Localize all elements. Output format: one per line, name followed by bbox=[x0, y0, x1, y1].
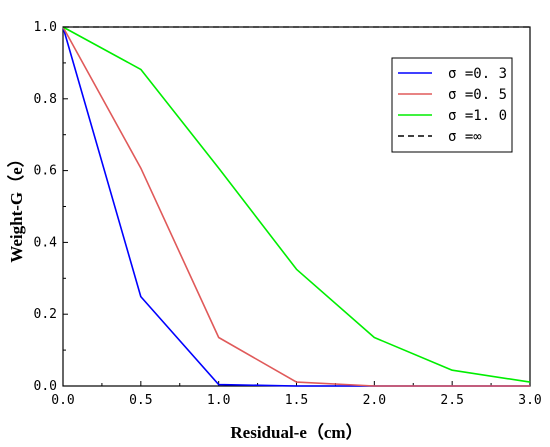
legend-label: σ =1. 0 bbox=[448, 108, 507, 124]
legend: σ =0. 3 σ =0. 5 σ =1. 0 σ =∞ bbox=[391, 57, 513, 153]
legend-label: σ =∞ bbox=[448, 129, 482, 145]
y-tick-label: 0.0 bbox=[34, 379, 57, 394]
y-axis-title: Weight-G（e） bbox=[6, 150, 26, 262]
x-axis-title: Residual-e（cm） bbox=[230, 422, 362, 442]
axes: 0.0 0.5 1.0 1.5 2.0 2.5 3.0 0.0 0.2 0.4 0.6 0.8 1.0 bbox=[34, 20, 542, 408]
series-line-2 bbox=[62, 26, 531, 383]
x-tick-label: 2.0 bbox=[363, 393, 386, 408]
x-tick-label: 2.5 bbox=[440, 393, 463, 408]
x-tick-label: 1.5 bbox=[285, 393, 308, 408]
legend-label: σ =0. 5 bbox=[448, 87, 507, 103]
legend-label: σ =0. 3 bbox=[448, 66, 507, 82]
y-tick-label: 1.0 bbox=[34, 20, 57, 35]
x-tick-label: 3.0 bbox=[518, 393, 541, 408]
series-line-1 bbox=[62, 26, 530, 387]
x-tick-label: 0.0 bbox=[51, 393, 74, 408]
y-tick-label: 0.2 bbox=[34, 307, 57, 322]
y-tick-label: 0.6 bbox=[34, 164, 57, 179]
y-tick-label: 0.4 bbox=[34, 235, 58, 250]
y-tick-label: 0.8 bbox=[34, 92, 57, 107]
x-tick-label: 0.5 bbox=[129, 393, 152, 408]
x-tick-label: 1.0 bbox=[207, 393, 230, 408]
series-lines bbox=[62, 26, 531, 387]
